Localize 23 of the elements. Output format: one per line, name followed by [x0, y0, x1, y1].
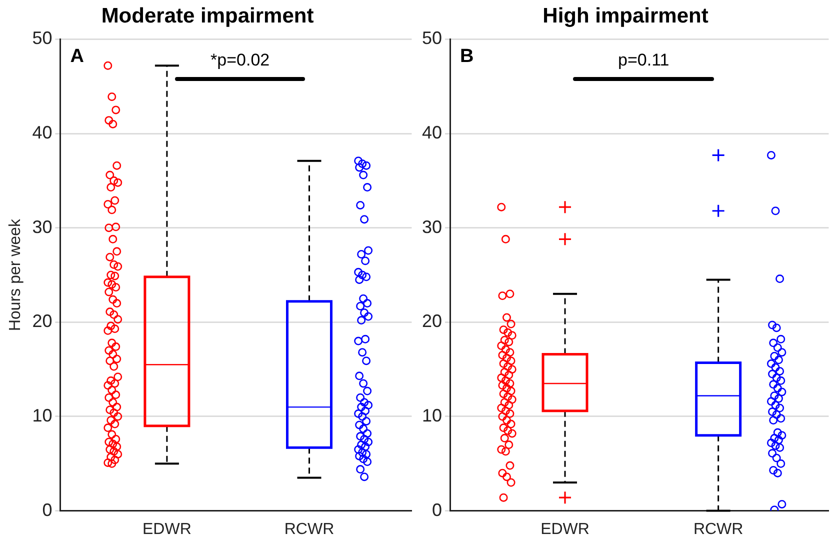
y-tick-label: 50	[422, 28, 442, 48]
x-tick-label: EDWR	[540, 520, 590, 538]
annotation: *p=0.02	[210, 50, 270, 70]
y-tick-label: 20	[422, 311, 442, 332]
y-axis-title: Hours per week	[7, 218, 24, 332]
y-tick-label: 40	[32, 122, 52, 142]
y-tick-label: 30	[422, 216, 442, 237]
x-tick-label: RCWR	[693, 520, 744, 538]
chart-title: Moderate impairment	[101, 4, 314, 28]
y-tick-label: 10	[422, 405, 442, 426]
y-tick-label: 0	[432, 500, 442, 520]
annotation: p=0.11	[618, 50, 670, 70]
y-tick-label: 0	[42, 500, 52, 520]
y-tick-label: 40	[422, 122, 442, 142]
y-tick-label: 30	[32, 216, 52, 237]
chart-title: High impairment	[542, 4, 708, 28]
y-tick-label: 20	[32, 311, 52, 332]
y-tick-label: 10	[32, 405, 52, 426]
x-tick-label: EDWR	[142, 520, 192, 538]
x-tick-label: RCWR	[284, 520, 334, 538]
y-tick-label: 50	[32, 28, 52, 48]
annotation: B	[460, 46, 474, 67]
annotation: A	[70, 46, 84, 67]
